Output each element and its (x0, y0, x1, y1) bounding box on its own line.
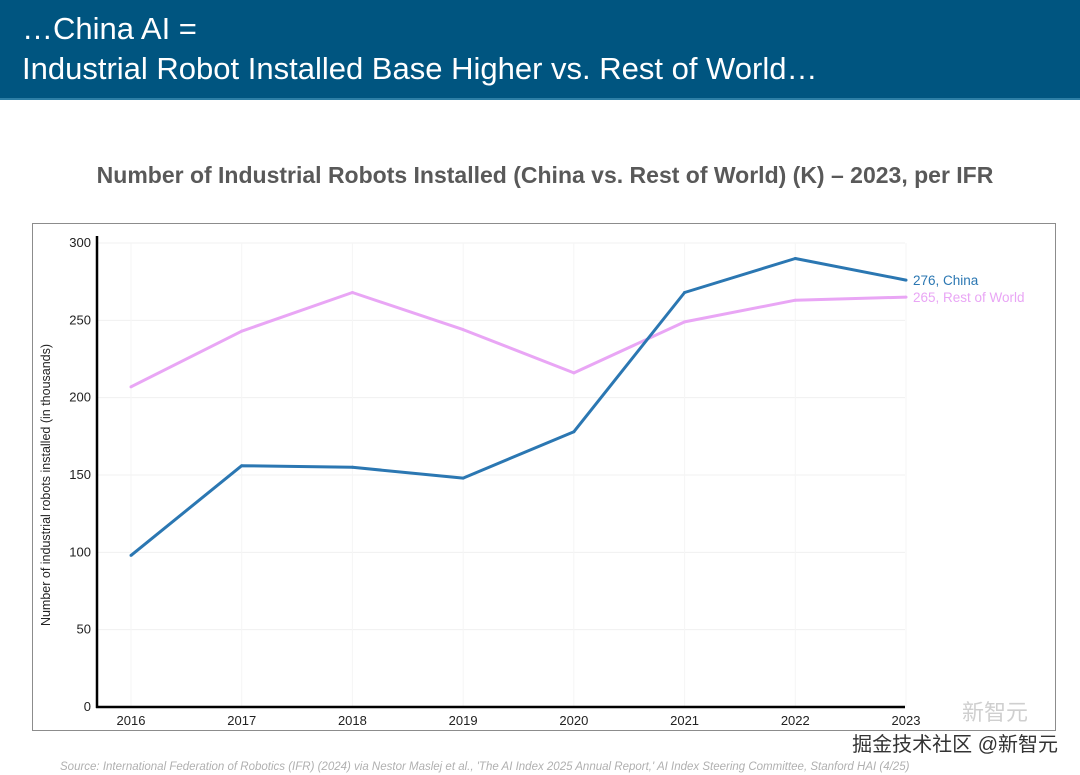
data-point-rest-of-world-2016 (129, 385, 133, 389)
x-tick-label-2017: 2017 (227, 713, 256, 728)
x-tick-label-2022: 2022 (781, 713, 810, 728)
slide-title-line2: Industrial Robot Installed Base Higher v… (22, 51, 818, 86)
x-tick-label-2018: 2018 (338, 713, 367, 728)
x-tick-label-2019: 2019 (449, 713, 478, 728)
data-point-china-2016 (129, 553, 133, 557)
y-tick-label-50: 50 (77, 622, 91, 637)
y-axis-label: Number of industrial robots installed (i… (39, 344, 53, 626)
data-point-rest-of-world-2022 (793, 298, 797, 302)
chart-title: Number of Industrial Robots Installed (C… (96, 162, 994, 188)
x-tick-label-2020: 2020 (559, 713, 588, 728)
watermark: 掘金技术社区 @新智元 (852, 734, 1058, 756)
y-tick-label-250: 250 (69, 312, 91, 327)
data-point-rest-of-world-2019 (461, 328, 465, 332)
chart-frame: 0 50 100 150 200 250 300 2016 2017 2018 2019 2020 20… (32, 223, 1056, 731)
y-tick-label-300: 300 (69, 235, 91, 250)
data-point-rest-of-world-2020 (572, 371, 576, 375)
data-point-china-2021 (683, 290, 687, 294)
data-point-rest-of-world-2021 (683, 320, 687, 324)
x-tick-label-2023: 2023 (892, 713, 921, 728)
series-line-rest-of-world (130, 291, 907, 389)
data-point-china-2023 (904, 278, 908, 282)
source-note: Source: International Federation of Robo… (60, 761, 910, 773)
end-label-china: 276, China (913, 273, 979, 288)
end-label-rest-of-world: 265, Rest of World (913, 290, 1025, 305)
data-point-china-2018 (350, 465, 354, 469)
y-tick-label-150: 150 (69, 467, 91, 482)
slide-header: …China AI = Industrial Robot Installed B… (0, 0, 1080, 100)
data-point-rest-of-world-2018 (350, 290, 354, 294)
series-line-china (130, 257, 907, 557)
y-tick-label-100: 100 (69, 544, 91, 559)
data-point-rest-of-world-2023 (904, 295, 908, 299)
y-tick-label-0: 0 (84, 699, 91, 714)
data-point-china-2020 (572, 430, 576, 434)
x-tick-label-2016: 2016 (117, 713, 146, 728)
watermark-faint: 新智元 (962, 700, 1029, 725)
y-tick-label-200: 200 (69, 390, 91, 405)
data-point-china-2017 (240, 464, 244, 468)
data-point-rest-of-world-2017 (240, 329, 244, 333)
line-chart: 0 50 100 150 200 250 300 2016 2017 2018 2019 2020 20… (39, 235, 1025, 728)
data-point-china-2022 (793, 256, 797, 260)
data-point-china-2019 (461, 476, 465, 480)
x-tick-label-2021: 2021 (670, 713, 699, 728)
slide-title-line1: …China AI = (22, 11, 197, 46)
